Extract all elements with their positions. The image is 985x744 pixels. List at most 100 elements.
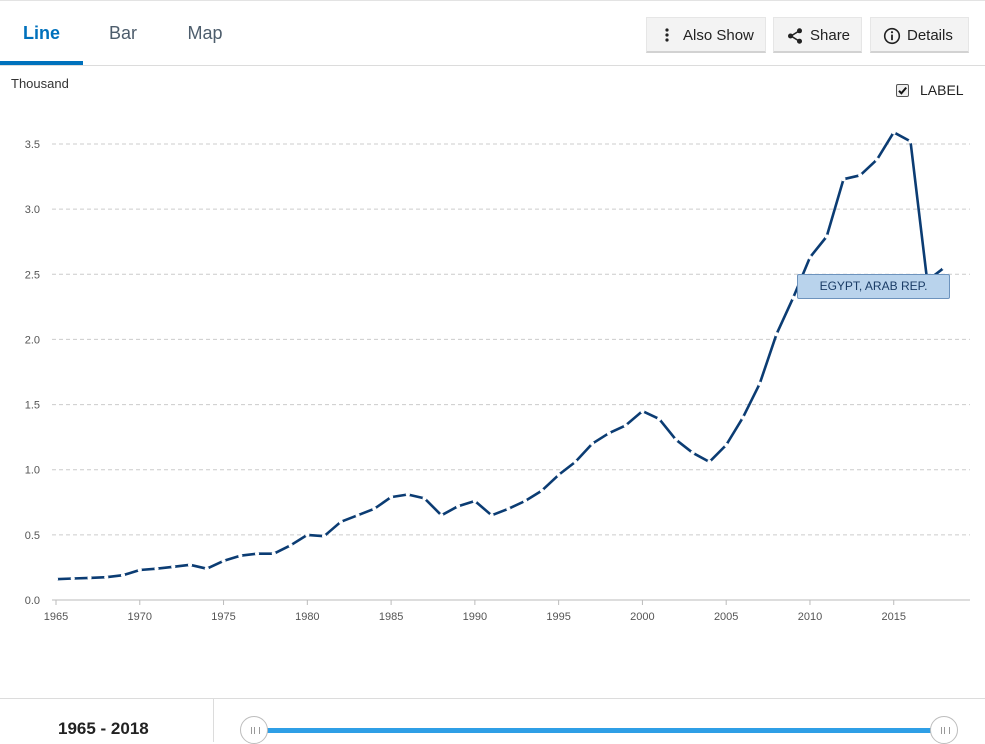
- x-tick-label: 1990: [463, 611, 487, 623]
- range-slider-track[interactable]: [254, 728, 944, 733]
- details-label: Details: [907, 27, 953, 44]
- data-point[interactable]: [137, 567, 142, 573]
- x-tick-label: 1995: [546, 611, 570, 623]
- x-axis-ticks: 1965 1970 1975 1980 1985 1990 1995 2000 2005 2010…: [44, 599, 970, 623]
- x-tick-label: 1965: [44, 611, 68, 623]
- data-point[interactable]: [891, 130, 896, 135]
- data-point[interactable]: [472, 498, 477, 504]
- range-label: 1965 - 2018: [58, 719, 149, 738]
- data-point[interactable]: [120, 573, 126, 578]
- data-point[interactable]: [271, 551, 276, 556]
- data-point[interactable]: [807, 255, 813, 260]
- data-point[interactable]: [187, 562, 193, 567]
- chart-toolbar: Line Bar Map Also Show Share Details: [0, 0, 985, 66]
- data-point[interactable]: [53, 577, 59, 582]
- series-label-tooltip: EGYPT, ARAB REP.: [797, 274, 950, 299]
- data-point[interactable]: [824, 234, 829, 239]
- data-point[interactable]: [757, 381, 762, 386]
- y-tick-label: 3.0: [25, 204, 40, 216]
- data-point[interactable]: [941, 265, 947, 270]
- data-point[interactable]: [422, 496, 427, 501]
- share-label: Share: [810, 27, 851, 44]
- also-show-label: Also Show: [683, 27, 754, 44]
- data-point[interactable]: [673, 437, 679, 442]
- data-point[interactable]: [204, 566, 209, 571]
- y-tick-label: 1.5: [25, 400, 40, 412]
- data-point[interactable]: [774, 332, 779, 337]
- data-point[interactable]: [221, 558, 226, 564]
- y-tick-label: 0.0: [25, 595, 40, 607]
- data-point[interactable]: [104, 575, 109, 580]
- range-end-handle[interactable]: [930, 716, 958, 744]
- data-point[interactable]: [238, 553, 243, 558]
- data-point[interactable]: [573, 459, 578, 464]
- y-tick-label: 0.5: [25, 530, 40, 542]
- data-point[interactable]: [874, 157, 880, 162]
- grid-lines: [52, 143, 970, 536]
- data-point[interactable]: [590, 441, 595, 446]
- data-point[interactable]: [154, 566, 159, 571]
- data-point[interactable]: [623, 423, 628, 428]
- y-tick-label: 1.0: [25, 465, 40, 477]
- tab-map[interactable]: Map: [187, 23, 223, 43]
- data-point[interactable]: [841, 177, 846, 182]
- data-point[interactable]: [456, 504, 461, 509]
- details-button[interactable]: Details: [870, 17, 969, 53]
- x-tick-label: 1975: [211, 611, 235, 623]
- checkmark-icon: [898, 86, 907, 95]
- data-point[interactable]: [606, 431, 612, 436]
- line-chart: 0.0 0.5 1.0 1.5 2.0 2.5 3.0 3.5 1965 1970 1975 198…: [25, 130, 970, 623]
- x-tick-label: 2015: [881, 611, 905, 623]
- data-point[interactable]: [288, 543, 293, 548]
- series-line: [55, 130, 945, 581]
- data-point[interactable]: [321, 534, 327, 539]
- x-tick-label: 2010: [798, 611, 822, 623]
- data-point[interactable]: [908, 139, 913, 144]
- data-point[interactable]: [640, 408, 645, 414]
- tab-line[interactable]: Line: [22, 23, 60, 43]
- y-tick-label: 2.0: [25, 334, 40, 346]
- data-point[interactable]: [791, 295, 796, 300]
- tab-bar[interactable]: Bar: [108, 23, 137, 43]
- data-point[interactable]: [523, 498, 528, 504]
- data-point[interactable]: [690, 450, 695, 455]
- share-icon: [788, 28, 802, 44]
- data-point[interactable]: [87, 575, 92, 580]
- y-axis-ticks: 0.0 0.5 1.0 1.5 2.0 2.5 3.0 3.5: [25, 139, 40, 607]
- data-point[interactable]: [740, 415, 746, 420]
- series-group: [53, 130, 947, 582]
- label-checkbox[interactable]: [896, 84, 909, 97]
- x-tick-label: 2000: [630, 611, 654, 623]
- time-range-bar: 1965 - 2018: [0, 698, 985, 744]
- data-point[interactable]: [388, 494, 394, 500]
- grip-icon: [251, 727, 260, 734]
- data-point[interactable]: [338, 519, 343, 524]
- label-toggle-text: LABEL: [920, 82, 964, 98]
- data-point[interactable]: [707, 459, 712, 464]
- data-point[interactable]: [657, 416, 662, 422]
- active-tab-indicator: [0, 61, 83, 65]
- data-point[interactable]: [858, 173, 863, 178]
- data-point[interactable]: [305, 532, 310, 537]
- data-point[interactable]: [70, 576, 75, 581]
- data-point[interactable]: [724, 442, 729, 448]
- data-point[interactable]: [254, 551, 260, 556]
- x-tick-label: 1985: [379, 611, 403, 623]
- y-axis-unit-label: Thousand: [11, 76, 69, 91]
- data-point[interactable]: [171, 564, 176, 569]
- vertical-ellipsis-icon: [665, 28, 669, 42]
- data-point[interactable]: [539, 488, 544, 493]
- data-point[interactable]: [355, 513, 360, 518]
- data-point[interactable]: [506, 506, 511, 511]
- data-point[interactable]: [372, 506, 377, 511]
- bottom-divider: [213, 699, 214, 742]
- data-point[interactable]: [489, 513, 494, 518]
- share-button[interactable]: Share: [773, 17, 862, 53]
- data-point[interactable]: [405, 492, 410, 497]
- data-point[interactable]: [556, 472, 561, 478]
- info-icon: [883, 27, 901, 45]
- data-point[interactable]: [439, 513, 444, 518]
- range-start-handle[interactable]: [240, 716, 268, 744]
- also-show-button[interactable]: Also Show: [646, 17, 766, 53]
- y-tick-label: 2.5: [25, 269, 40, 281]
